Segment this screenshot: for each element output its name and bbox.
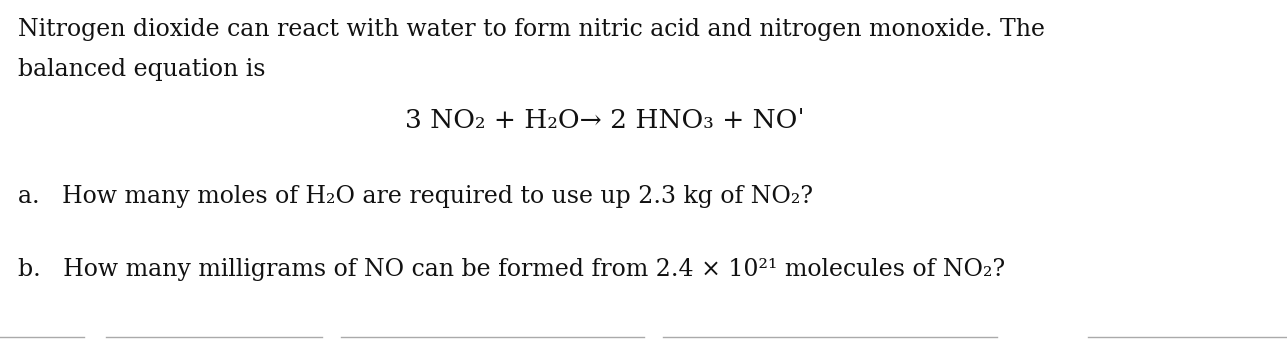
Text: Nitrogen dioxide can react with water to form nitric acid and nitrogen monoxide.: Nitrogen dioxide can react with water to…: [18, 18, 1045, 41]
Text: 3 NO₂ + H₂O→ 2 HNO₃ + NOˈ: 3 NO₂ + H₂O→ 2 HNO₃ + NOˈ: [405, 108, 804, 133]
Text: balanced equation is: balanced equation is: [18, 58, 265, 81]
Text: a.   How many moles of H₂O are required to use up 2.3 kg of NO₂?: a. How many moles of H₂O are required to…: [18, 185, 813, 208]
Text: b.   How many milligrams of NO can be formed from 2.4 × 10²¹ molecules of NO₂?: b. How many milligrams of NO can be form…: [18, 258, 1005, 281]
